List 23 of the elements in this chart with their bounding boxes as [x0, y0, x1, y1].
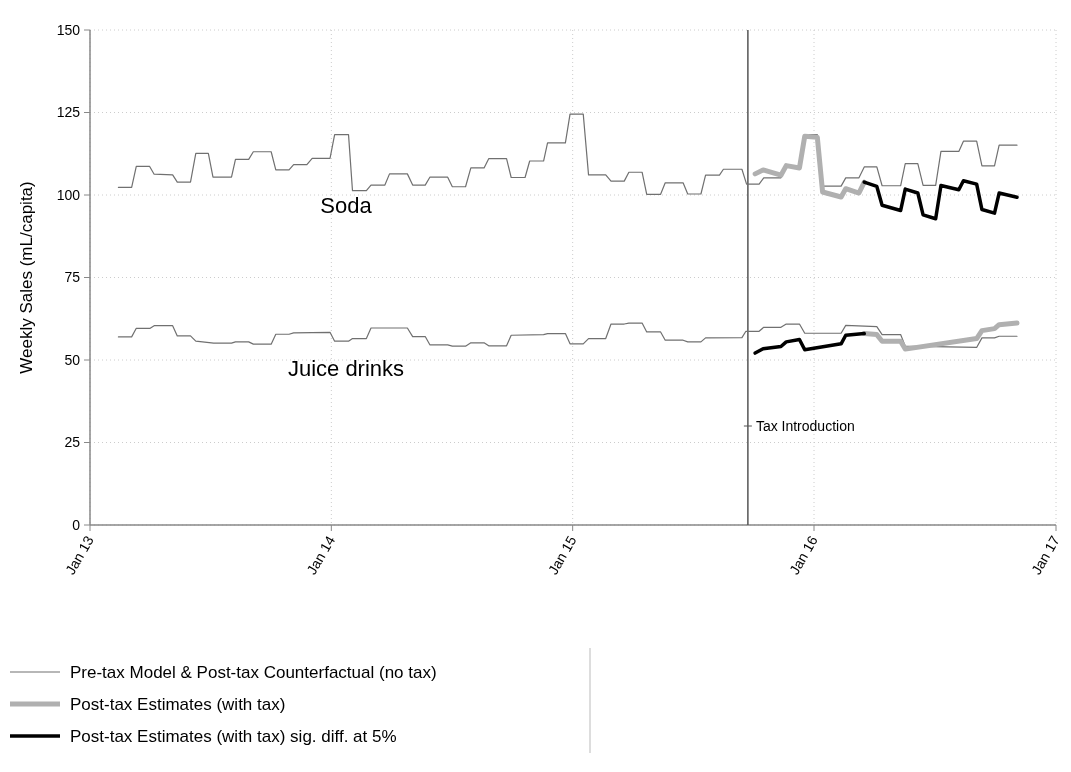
line-series	[862, 179, 1019, 221]
y-tick-label: 150	[56, 21, 81, 38]
annotation: Soda	[320, 192, 373, 218]
y-axis-title: Weekly Sales (mL/capita)	[17, 181, 36, 374]
x-tick-label: Jan 13	[61, 532, 97, 578]
y-tick-label: 50	[64, 351, 81, 368]
x-tick-label: Jan 17	[1027, 532, 1063, 578]
x-tick-label: Jan 15	[544, 532, 580, 578]
line-series	[753, 331, 867, 355]
y-tick-label: 100	[56, 186, 81, 203]
line-series	[117, 113, 1018, 195]
annotation: Juice drinks	[287, 356, 405, 382]
legend-label: Pre-tax Model & Post-tax Counterfactual (no tax)	[70, 662, 437, 682]
legend-label: Post-tax Estimates (with tax)	[70, 694, 286, 714]
y-tick-label: 25	[64, 434, 81, 451]
x-tick-label: Jan 16	[785, 532, 821, 578]
ref-line-label: Tax Introduction	[755, 417, 855, 434]
y-tick-label: 75	[64, 269, 81, 286]
y-tick-label: 0	[72, 516, 81, 533]
legend-label: Post-tax Estimates (with tax) sig. diff. at 5%	[70, 726, 397, 746]
line-series	[117, 322, 1018, 349]
x-tick-label: Jan 14	[303, 532, 339, 578]
y-tick-label: 125	[56, 104, 81, 121]
